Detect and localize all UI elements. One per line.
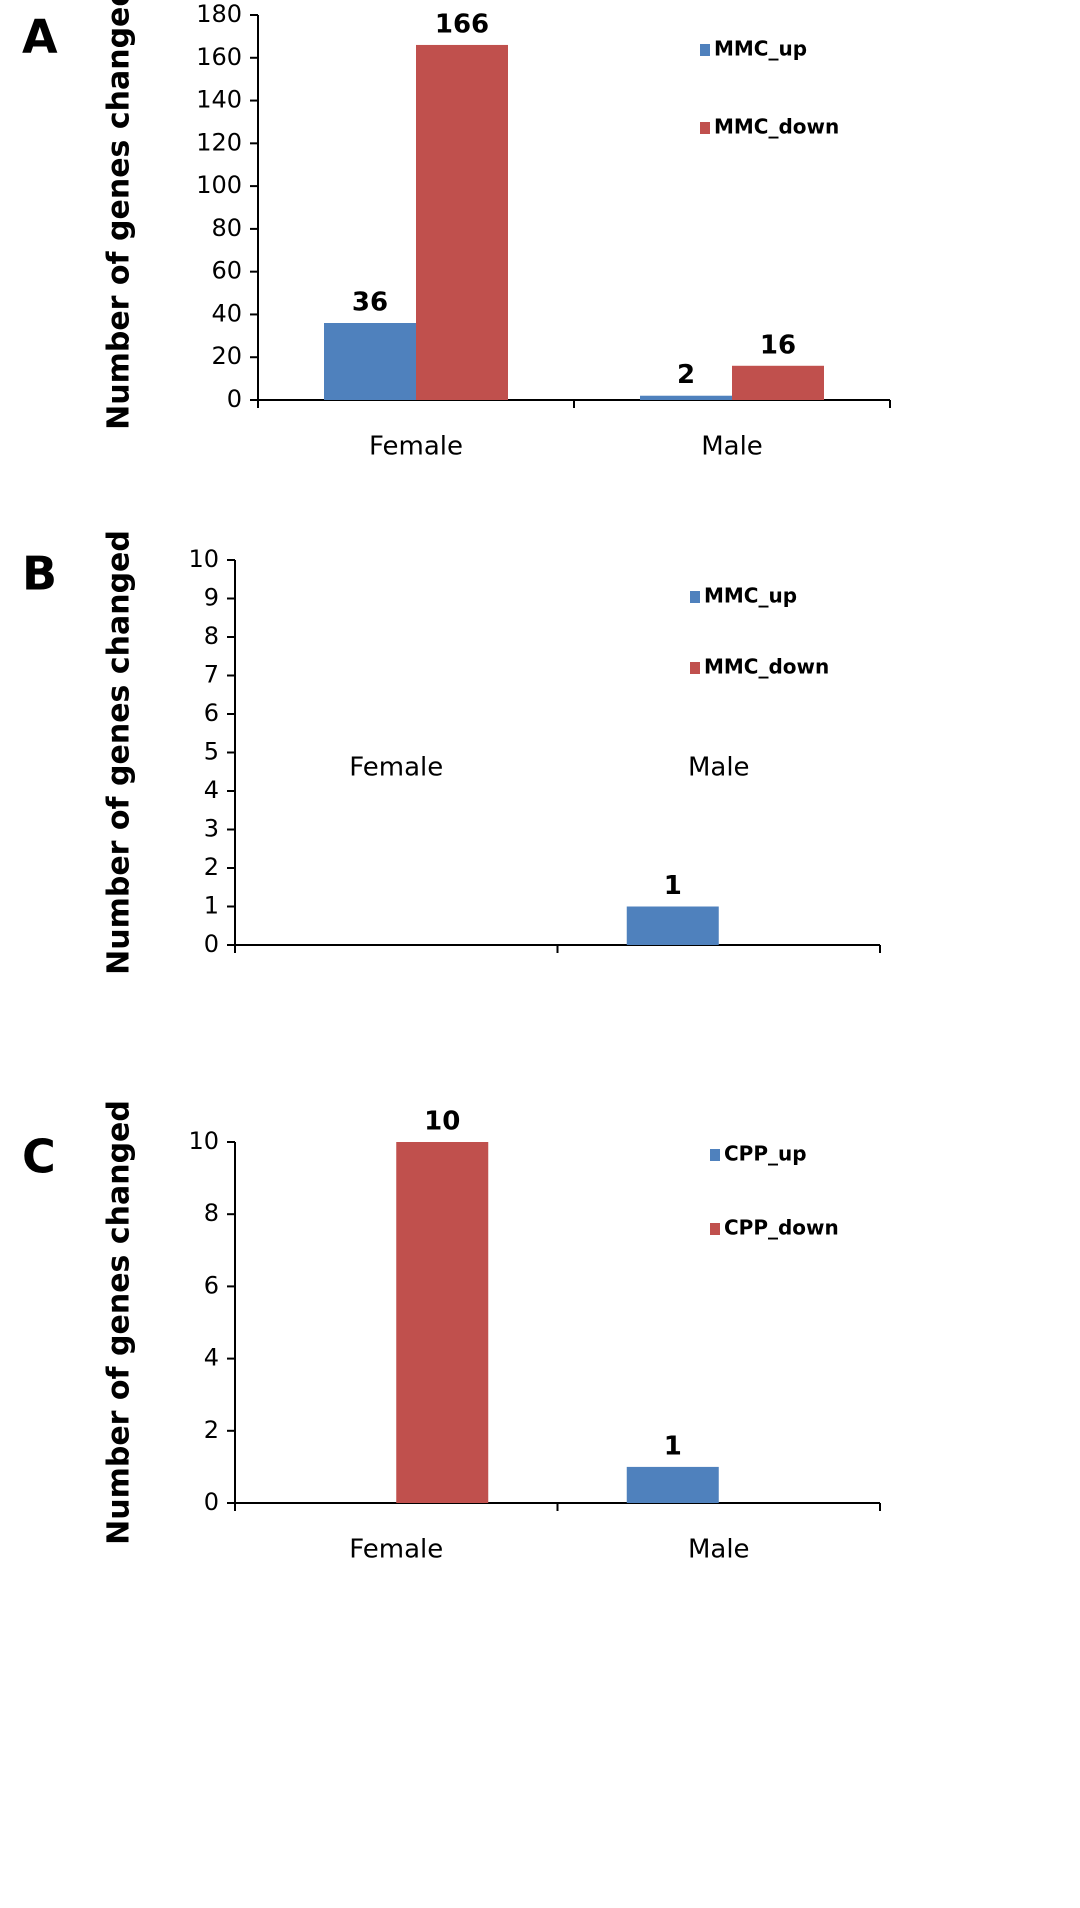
- y-tick-label: 100: [196, 171, 242, 199]
- legend-label: MMC_down: [714, 115, 839, 139]
- y-tick-label: 6: [204, 1271, 219, 1299]
- data-label: 2: [677, 360, 695, 390]
- y-tick-label: 0: [204, 1488, 219, 1516]
- data-label: 1: [664, 871, 682, 901]
- data-label: 166: [435, 9, 489, 39]
- panel-label: C: [22, 1130, 56, 1184]
- y-tick-label: 0: [204, 930, 219, 958]
- legend-swatch: [710, 1149, 720, 1161]
- y-axis-label: Number of genes changed: [102, 0, 137, 430]
- y-tick-label: 60: [211, 257, 242, 285]
- y-tick-label: 10: [188, 545, 219, 573]
- y-tick-label: 2: [204, 853, 219, 881]
- y-axis-label: Number of genes changed: [102, 1100, 137, 1545]
- y-tick-label: 6: [204, 699, 219, 727]
- legend-swatch: [690, 662, 700, 674]
- legend-swatch: [690, 591, 700, 603]
- y-tick-label: 0: [227, 385, 242, 413]
- x-tick-label: Female: [349, 753, 443, 783]
- legend-swatch: [700, 122, 710, 134]
- x-tick-label: Male: [688, 1535, 750, 1565]
- x-tick-label: Male: [701, 432, 763, 462]
- legend-swatch: [710, 1223, 720, 1235]
- legend-label: CPP_down: [724, 1216, 839, 1240]
- data-label: 16: [760, 330, 796, 360]
- y-tick-label: 10: [188, 1127, 219, 1155]
- y-tick-label: 9: [204, 584, 219, 612]
- y-tick-label: 5: [204, 738, 219, 766]
- bar: [396, 1142, 489, 1503]
- x-tick-label: Female: [369, 432, 463, 462]
- data-label: 10: [424, 1107, 460, 1137]
- y-tick-label: 80: [211, 214, 242, 242]
- y-tick-label: 3: [204, 815, 219, 843]
- legend-label: CPP_up: [724, 1142, 807, 1166]
- bar: [416, 44, 508, 400]
- bar: [626, 906, 719, 945]
- y-tick-label: 20: [211, 342, 242, 370]
- y-tick-label: 140: [196, 86, 242, 114]
- y-axis-label: Number of genes changed: [102, 530, 137, 975]
- y-tick-label: 8: [204, 1199, 219, 1227]
- y-tick-label: 8: [204, 622, 219, 650]
- legend-label: MMC_down: [704, 655, 829, 679]
- y-tick-label: 2: [204, 1416, 219, 1444]
- legend-swatch: [700, 44, 710, 56]
- legend-label: MMC_up: [704, 584, 797, 608]
- panel-label: B: [22, 547, 57, 601]
- bar: [324, 323, 416, 400]
- y-tick-label: 4: [204, 776, 219, 804]
- panel-label: A: [22, 10, 58, 64]
- legend-label: MMC_up: [714, 37, 807, 61]
- y-tick-label: 7: [204, 661, 219, 689]
- x-tick-label: Female: [349, 1535, 443, 1565]
- bar: [626, 1466, 719, 1503]
- data-label: 36: [352, 288, 388, 318]
- data-label: 1: [664, 1431, 682, 1461]
- y-tick-label: 40: [211, 299, 242, 327]
- bar: [732, 365, 824, 400]
- y-tick-label: 4: [204, 1344, 219, 1372]
- bar: [640, 395, 732, 400]
- y-tick-label: 1: [204, 892, 219, 920]
- y-tick-label: 180: [196, 0, 242, 28]
- x-tick-label: Male: [688, 753, 750, 783]
- y-tick-label: 160: [196, 43, 242, 71]
- y-tick-label: 120: [196, 128, 242, 156]
